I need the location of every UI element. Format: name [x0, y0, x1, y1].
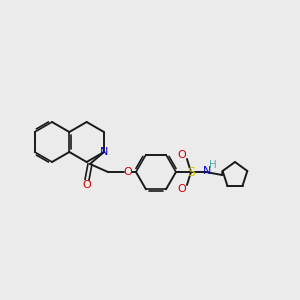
Text: N: N — [100, 147, 108, 157]
Text: O: O — [178, 150, 186, 160]
Text: O: O — [178, 184, 186, 194]
Text: H: H — [209, 160, 217, 170]
Text: N: N — [203, 166, 211, 176]
Text: O: O — [82, 180, 91, 190]
Text: S: S — [187, 166, 195, 178]
Text: O: O — [124, 167, 132, 177]
